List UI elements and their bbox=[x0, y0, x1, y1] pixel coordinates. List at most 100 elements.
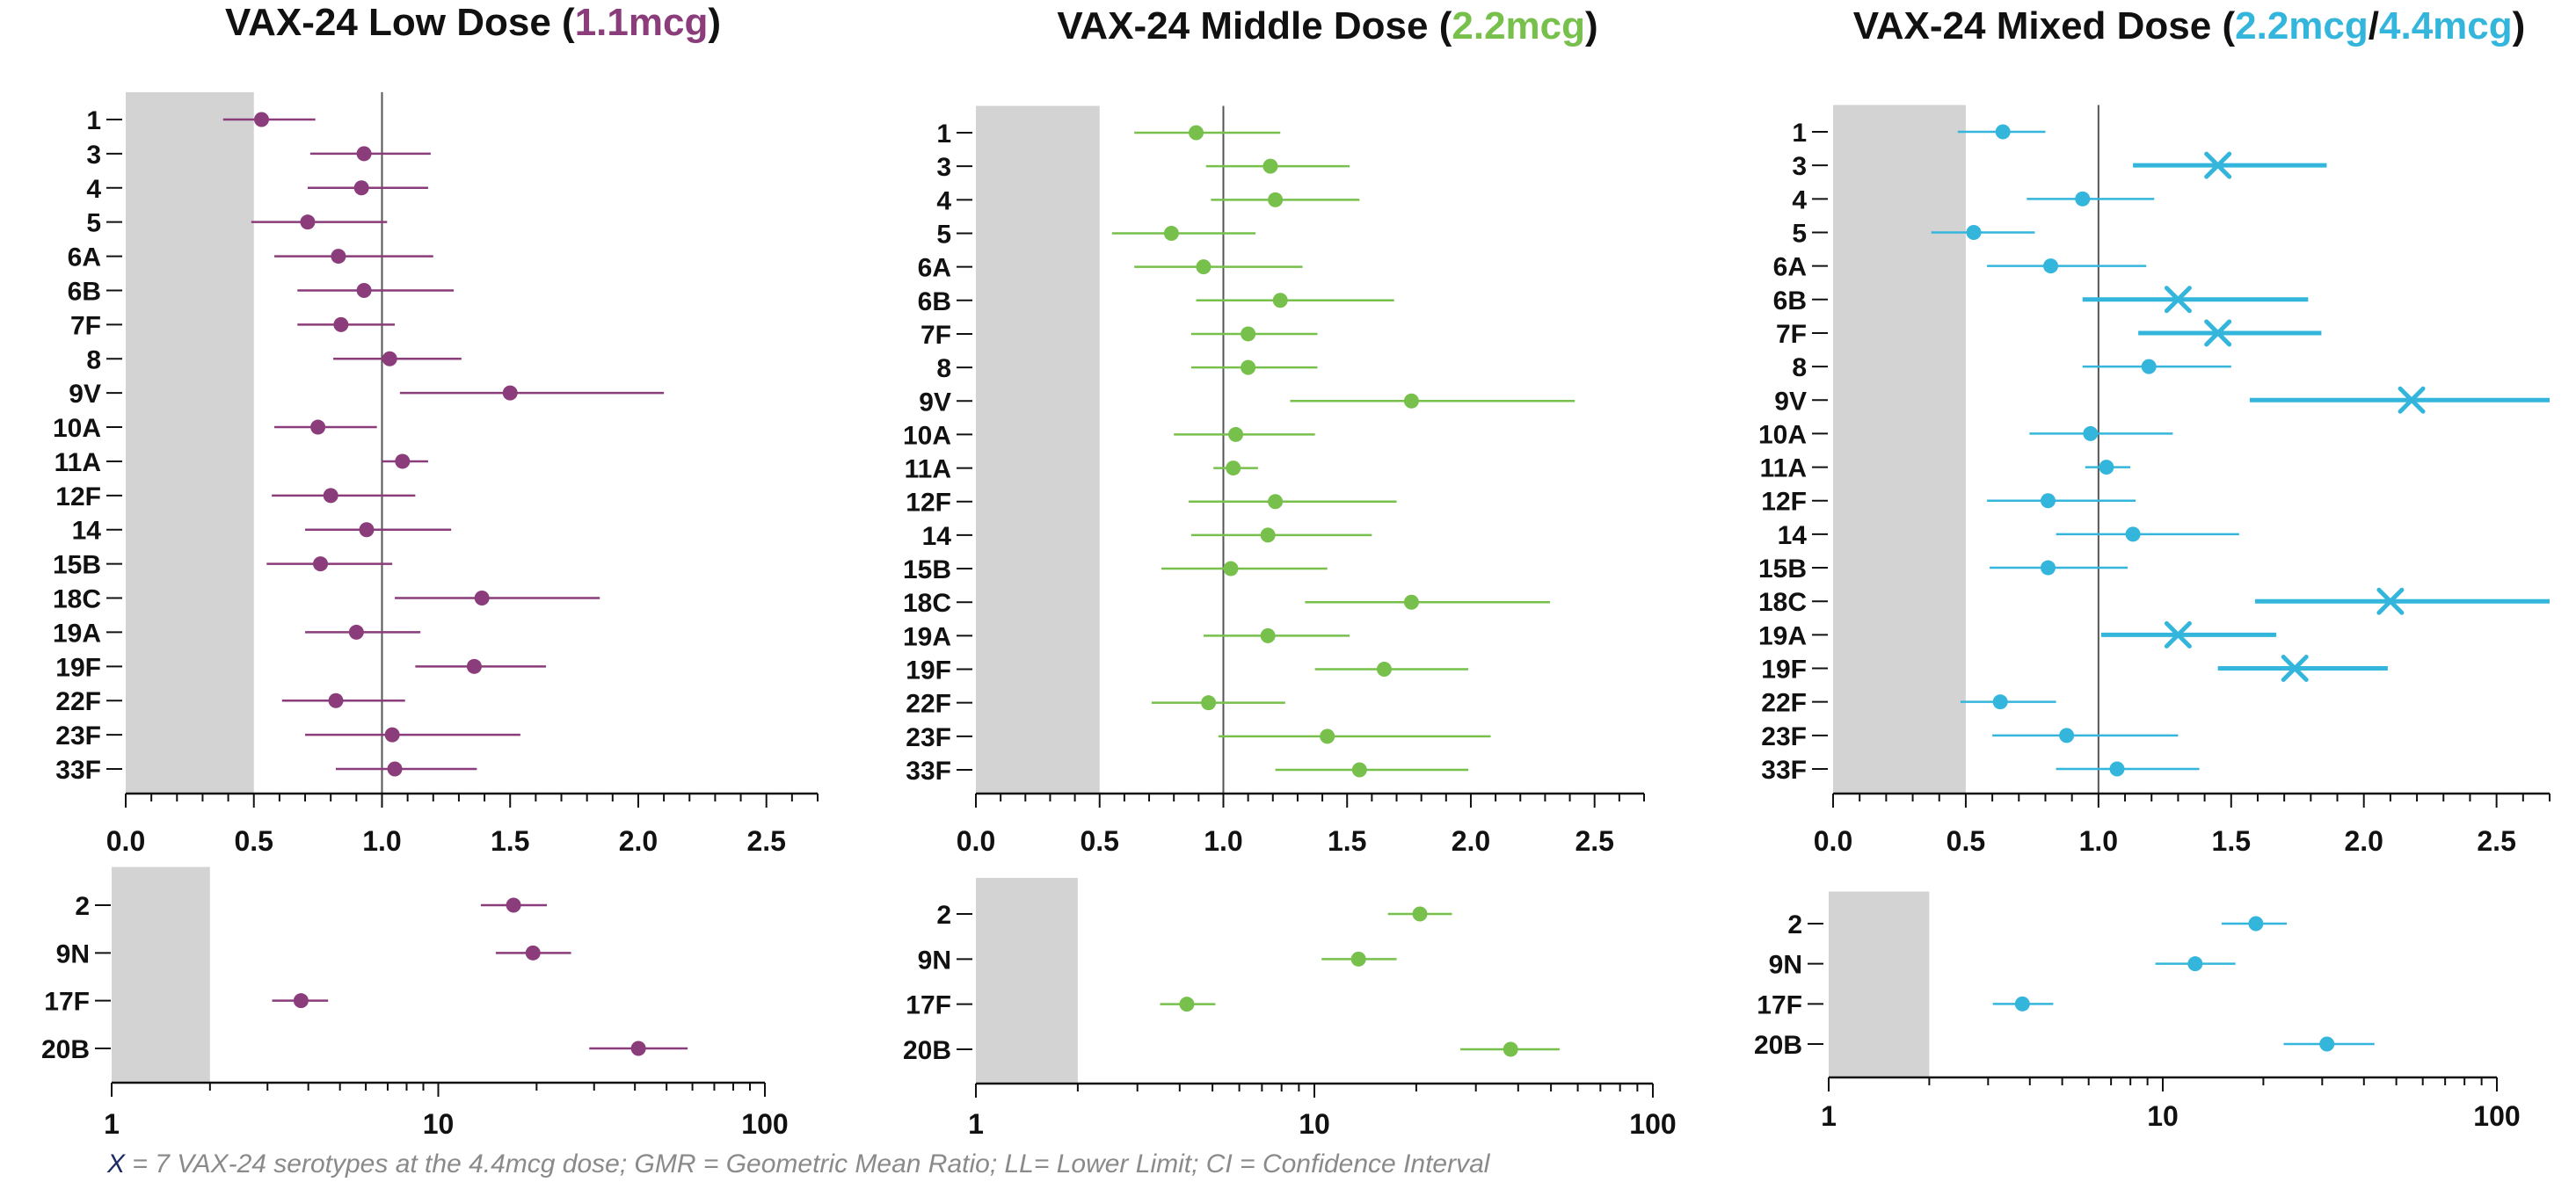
x-tick-label: 1 bbox=[104, 1108, 120, 1140]
serotype-label: 5 bbox=[86, 209, 101, 238]
gmr-point bbox=[1412, 906, 1428, 922]
serotype-label: 10A bbox=[903, 421, 951, 450]
x-tick-label: 2.5 bbox=[746, 825, 785, 857]
serotype-label: 15B bbox=[53, 551, 101, 580]
gmr-point bbox=[300, 214, 316, 230]
chart-title-part: ) bbox=[2513, 4, 2526, 47]
x-tick-label: 2.0 bbox=[1452, 825, 1490, 857]
serotype-label: 33F bbox=[906, 757, 951, 786]
serotype-label: 3 bbox=[936, 153, 951, 182]
serotype-label: 2 bbox=[1787, 910, 1802, 939]
serotype-label: 9N bbox=[1769, 951, 1802, 980]
gmr-point bbox=[2041, 560, 2056, 576]
gmr-point bbox=[2041, 493, 2056, 509]
footnote-x-symbol: X bbox=[106, 1149, 126, 1178]
serotype-label: 1 bbox=[936, 120, 951, 149]
chart-title-part: 2.2mcg bbox=[1452, 4, 1585, 47]
gmr-point bbox=[331, 249, 346, 265]
x-tick-label: 10 bbox=[423, 1108, 455, 1140]
serotype-label: 7F bbox=[921, 321, 951, 350]
gmr-point bbox=[1403, 393, 1419, 409]
shaded-region bbox=[126, 91, 254, 794]
chart-mixed-main: VAX-24 Mixed Dose (2.2mcg/4.4mcg) 0.0 0.5 1… bbox=[1758, 4, 2551, 857]
gmr-point bbox=[2043, 258, 2059, 274]
serotype-label: 22F bbox=[55, 687, 101, 716]
chart-title-part: 1.1mcg bbox=[575, 1, 709, 44]
shaded-region bbox=[976, 877, 1078, 1084]
serotype-label: 6A bbox=[1773, 253, 1807, 282]
footnote-text: = 7 VAX-24 serotypes at the 4.4mcg dose;… bbox=[125, 1149, 1491, 1178]
serotype-label: 8 bbox=[1792, 353, 1807, 382]
gmr-point bbox=[333, 316, 349, 332]
gmr-point bbox=[359, 522, 375, 538]
gmr-x-marker bbox=[2164, 620, 2192, 649]
serotype-label: 19F bbox=[906, 656, 951, 685]
serotype-label: 11A bbox=[1760, 454, 1807, 483]
x-tick-label: 1 bbox=[968, 1108, 984, 1140]
serotype-label: 10A bbox=[1758, 420, 1807, 449]
serotype-label: 17F bbox=[906, 991, 951, 1020]
serotype-label: 19A bbox=[903, 622, 951, 651]
gmr-x-marker bbox=[2164, 286, 2192, 314]
gmr-point bbox=[1503, 1041, 1518, 1057]
gmr-x-marker bbox=[2204, 319, 2232, 347]
chart-low-main: VAX-24 Low Dose (1.1mcg) 0.0 0.5 1.0 1.5 2.0 2… bbox=[53, 1, 819, 857]
gmr-point bbox=[1403, 594, 1419, 610]
serotype-label: 23F bbox=[1761, 722, 1807, 751]
serotype-label: 5 bbox=[1792, 219, 1807, 248]
serotype-label: 33F bbox=[1761, 756, 1807, 785]
chart-mixed-log: 1 10 100 2 9N 17F 20B bbox=[1754, 891, 2521, 1132]
serotype-label: 23F bbox=[55, 722, 101, 751]
serotype-label: 20B bbox=[1754, 1031, 1802, 1060]
gmr-point bbox=[1260, 627, 1276, 643]
serotype-label: 33F bbox=[55, 756, 101, 785]
chart-title: VAX-24 Low Dose (1.1mcg) bbox=[225, 1, 721, 44]
serotype-label: 18C bbox=[903, 589, 951, 618]
gmr-x-marker bbox=[2204, 151, 2232, 179]
x-tick-label: 2.5 bbox=[1575, 825, 1613, 857]
gmr-point bbox=[253, 112, 269, 127]
serotype-label: 19A bbox=[1758, 621, 1807, 650]
serotype-label: 3 bbox=[1792, 152, 1807, 181]
gmr-point bbox=[2319, 1036, 2335, 1052]
serotype-label: 2 bbox=[936, 901, 951, 930]
shaded-region bbox=[1833, 105, 1966, 794]
gmr-point bbox=[1223, 561, 1239, 576]
chart-title: VAX-24 Middle Dose (2.2mcg) bbox=[1057, 4, 1597, 47]
x-tick-label: 2.0 bbox=[2344, 825, 2383, 857]
x-tick-label: 1 bbox=[1821, 1100, 1837, 1132]
chart-middle-main: VAX-24 Middle Dose (2.2mcg) 0.0 0.5 1.0 1.5 2… bbox=[903, 4, 1645, 857]
serotype-label: 6B bbox=[1773, 286, 1807, 315]
gmr-x-marker bbox=[2376, 587, 2405, 615]
serotype-label: 7F bbox=[70, 311, 101, 340]
serotype-label: 22F bbox=[1761, 689, 1807, 718]
gmr-point bbox=[1226, 460, 1241, 476]
serotype-label: 18C bbox=[53, 585, 101, 614]
gmr-point bbox=[1263, 158, 1278, 174]
x-tick-label: 100 bbox=[1629, 1108, 1676, 1140]
serotype-label: 19F bbox=[55, 653, 101, 682]
chart-title-part: ) bbox=[708, 1, 721, 44]
x-tick-label: 1.0 bbox=[362, 825, 401, 857]
serotype-label: 20B bbox=[41, 1035, 90, 1064]
x-tick-label: 0.5 bbox=[1080, 825, 1118, 857]
x-tick-label: 1.5 bbox=[491, 825, 529, 857]
serotype-label: 12F bbox=[1761, 488, 1807, 517]
serotype-label: 10A bbox=[53, 414, 101, 443]
serotype-label: 6A bbox=[68, 243, 101, 272]
x-tick-label: 1.0 bbox=[2079, 825, 2118, 857]
gmr-point bbox=[2099, 460, 2114, 475]
x-tick-label: 1.0 bbox=[1204, 825, 1242, 857]
serotype-label: 6B bbox=[68, 277, 101, 306]
serotype-label: 9N bbox=[56, 939, 90, 968]
gmr-point bbox=[2141, 359, 2157, 374]
serotype-label: 4 bbox=[1792, 185, 1807, 214]
gmr-point bbox=[2075, 191, 2091, 207]
gmr-point bbox=[1179, 997, 1195, 1012]
chart-title-part: VAX-24 Low Dose ( bbox=[225, 1, 575, 44]
serotype-label: 14 bbox=[72, 517, 102, 546]
serotype-label: 14 bbox=[1778, 521, 1808, 550]
gmr-point bbox=[1241, 326, 1256, 342]
serotype-label: 7F bbox=[1776, 320, 1807, 349]
